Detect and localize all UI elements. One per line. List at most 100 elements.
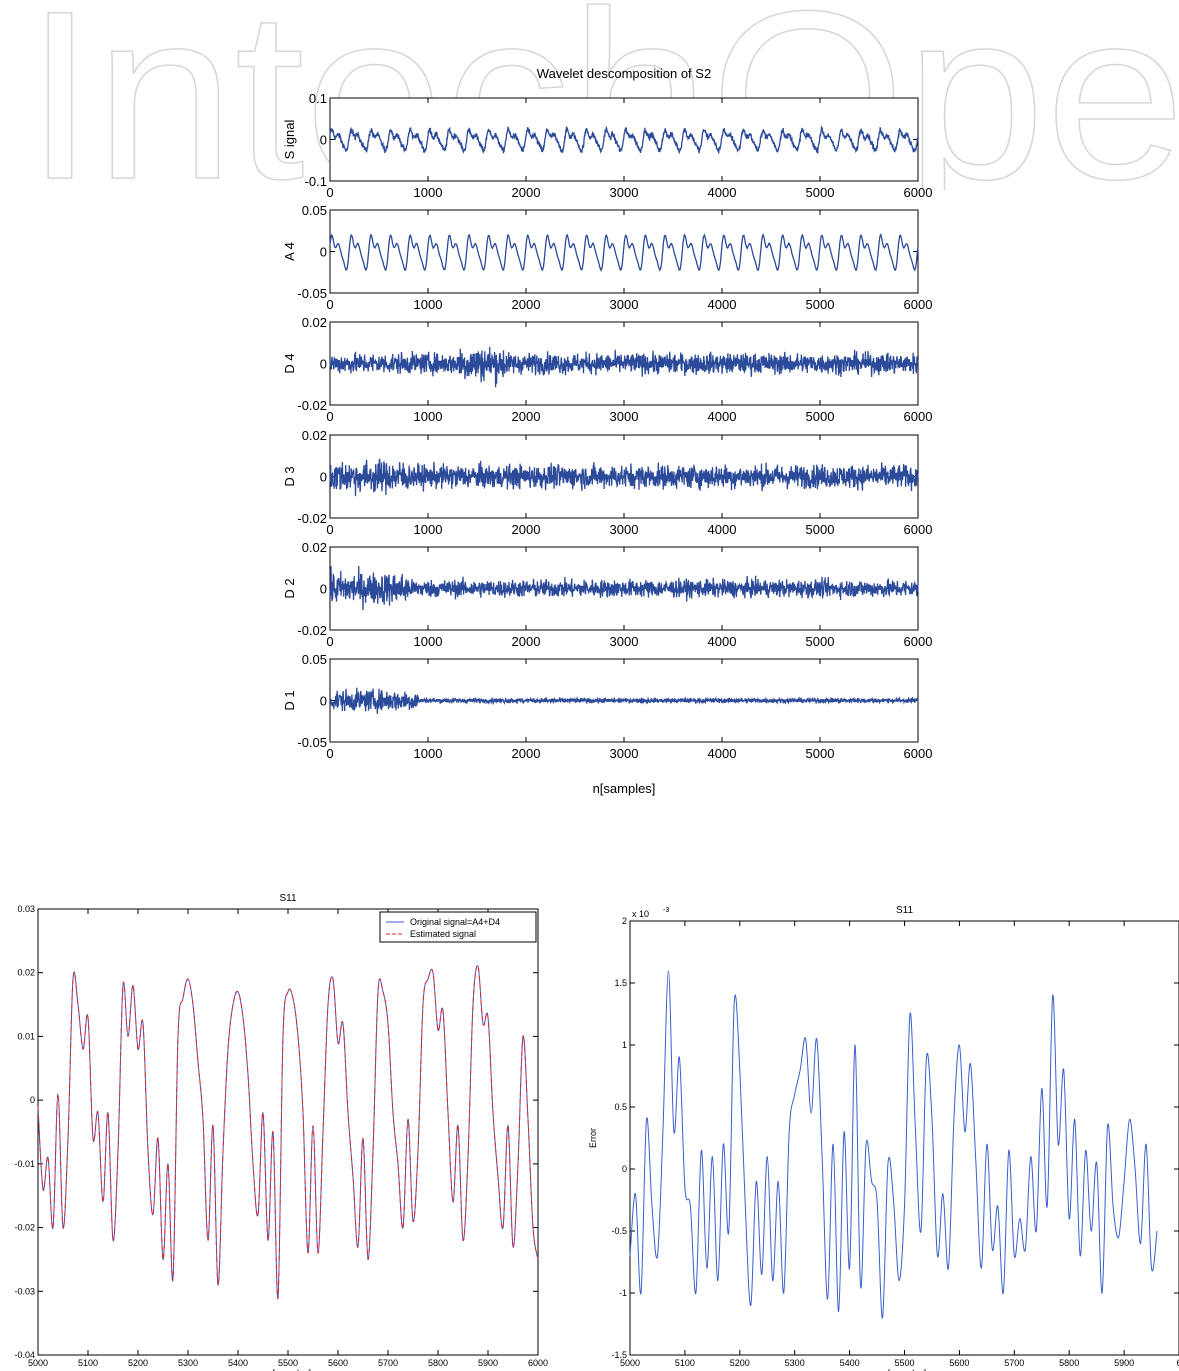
chart3-y-multiplier-exponent: -3 xyxy=(663,907,669,914)
y-tick-label: 0 xyxy=(320,357,327,372)
x-tick-label: 4000 xyxy=(708,634,737,649)
chart3-frame xyxy=(629,920,1179,1356)
x-tick-label: 5600 xyxy=(949,1358,969,1368)
y-tick-label: -0.04 xyxy=(14,1350,35,1360)
chart2-title: S11 xyxy=(279,893,296,904)
chart3-y-multiplier: x 10 xyxy=(632,909,649,919)
x-tick-label: 4000 xyxy=(708,185,737,200)
x-tick-label: 2000 xyxy=(512,634,541,649)
x-tick-label: 3000 xyxy=(610,746,639,761)
x-tick-label: 2000 xyxy=(512,409,541,424)
chart1-title: Wavelet descomposition of S2 xyxy=(537,66,711,81)
x-tick-label: 6000 xyxy=(528,1358,548,1368)
x-tick-label: 0 xyxy=(326,409,333,424)
x-tick-label: 3000 xyxy=(610,185,639,200)
y-tick-label: 0.02 xyxy=(17,968,35,978)
x-tick-label: 1000 xyxy=(414,409,443,424)
y-tick-label: 0 xyxy=(320,470,327,485)
y-tick-label: 2 xyxy=(622,916,627,926)
x-tick-label: 6000 xyxy=(904,746,933,761)
x-tick-label: 5800 xyxy=(1059,1358,1079,1368)
y-tick-label: 1 xyxy=(622,1040,627,1050)
y-tick-label: -0.02 xyxy=(297,398,327,413)
y-tick-label: 0 xyxy=(30,1095,35,1105)
x-tick-label: 5700 xyxy=(378,1358,398,1368)
y-axis-label: S ignal xyxy=(282,120,297,160)
x-tick-label: 0 xyxy=(326,185,333,200)
y-tick-label: -0.05 xyxy=(297,286,327,301)
x-tick-label: 5900 xyxy=(478,1358,498,1368)
x-tick-label: 5700 xyxy=(1004,1358,1024,1368)
y-tick-label: -0.02 xyxy=(297,511,327,526)
signal-line xyxy=(329,233,919,272)
x-tick-label: 4000 xyxy=(708,522,737,537)
x-tick-label: 0 xyxy=(326,297,333,312)
x-tick-label: 3000 xyxy=(610,522,639,537)
x-tick-label: 5600 xyxy=(328,1358,348,1368)
x-tick-label: 5000 xyxy=(620,1358,640,1368)
chart3: S11 5000 5100 5200 5300 5400 5500 5600 5700 5800 5… xyxy=(588,905,1179,1371)
x-tick-label: 5500 xyxy=(278,1358,298,1368)
y-tick-label: 1.5 xyxy=(614,978,627,988)
x-tick-label: 5100 xyxy=(675,1358,695,1368)
x-tick-label: 5300 xyxy=(178,1358,198,1368)
x-tick-label: 2000 xyxy=(512,185,541,200)
y-tick-label: 0.5 xyxy=(614,1102,627,1112)
y-axis-label: D 3 xyxy=(282,466,297,486)
y-tick-label: -0.01 xyxy=(14,1159,35,1169)
x-tick-label: 6000 xyxy=(904,297,933,312)
x-tick-label: 6000 xyxy=(904,409,933,424)
y-tick-label: -0.1 xyxy=(305,174,327,189)
signal-line xyxy=(329,565,919,611)
x-tick-label: 5000 xyxy=(806,297,835,312)
x-tick-label: 6000 xyxy=(904,185,933,200)
y-tick-label: 0.05 xyxy=(302,652,327,667)
x-tick-label: 6 xyxy=(1176,1358,1179,1368)
x-tick-label: 5900 xyxy=(1114,1358,1134,1368)
x-tick-label: 5300 xyxy=(785,1358,805,1368)
x-tick-label: 1000 xyxy=(414,746,443,761)
y-tick-label: 0 xyxy=(622,1164,627,1174)
chart3-ylabel: Error xyxy=(588,1128,598,1148)
y-tick-label: 0 xyxy=(320,582,327,597)
x-tick-label: 5000 xyxy=(806,409,835,424)
y-tick-label: 0.1 xyxy=(309,91,327,106)
x-tick-label: 2000 xyxy=(512,297,541,312)
x-tick-label: 5200 xyxy=(730,1358,750,1368)
y-axis-label: D 2 xyxy=(282,578,297,598)
x-tick-label: 5000 xyxy=(28,1358,48,1368)
x-tick-label: 1000 xyxy=(414,634,443,649)
subplot-1: 0 1000 2000 3000 4000 5000 6000-0.100.1S ignal xyxy=(282,91,932,200)
chart2: S11 5000 5100 5200 5300 5400 5500 5600 5700 5800 5… xyxy=(14,893,548,1371)
x-tick-label: 3000 xyxy=(610,409,639,424)
signal-line xyxy=(329,125,919,155)
x-tick-label: 0 xyxy=(326,634,333,649)
y-tick-label: -0.5 xyxy=(611,1226,627,1236)
x-tick-label: 3000 xyxy=(610,297,639,312)
signal-line xyxy=(329,346,919,388)
x-tick-label: 1000 xyxy=(414,185,443,200)
x-tick-label: 4000 xyxy=(708,297,737,312)
chart3-xlabel: n[samples] xyxy=(883,1368,927,1371)
y-tick-label: 0 xyxy=(320,245,327,260)
x-tick-label: 5800 xyxy=(428,1358,448,1368)
chart2-legend xyxy=(379,911,537,943)
x-tick-label: 4000 xyxy=(708,746,737,761)
x-tick-label: 2000 xyxy=(512,746,541,761)
x-tick-label: 5000 xyxy=(806,746,835,761)
y-tick-label: -0.02 xyxy=(14,1223,35,1233)
chart2-xlabel: n [samples] xyxy=(265,1368,311,1371)
x-tick-label: 5500 xyxy=(894,1358,914,1368)
y-tick-label: 0 xyxy=(320,694,327,709)
x-tick-label: 5400 xyxy=(840,1358,860,1368)
y-tick-label: 0 xyxy=(320,133,327,148)
x-tick-label: 5200 xyxy=(128,1358,148,1368)
chart3-title: S11 xyxy=(896,905,913,916)
x-tick-label: 5400 xyxy=(228,1358,248,1368)
y-tick-label: 0.02 xyxy=(302,540,327,555)
